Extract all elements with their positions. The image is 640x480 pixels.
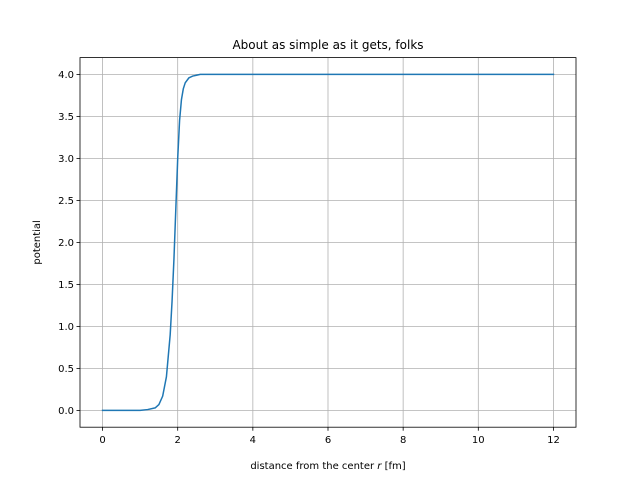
x-axis-ticks: 0 2 4 6 8 10 12 (99, 427, 560, 446)
y-tick-label: 1.0 (58, 322, 74, 333)
x-axis-label: distance from the center r [fm] (250, 461, 405, 472)
x-tick-label: 2 (175, 435, 181, 446)
chart-title: About as simple as it gets, folks (232, 38, 423, 52)
y-tick-label: 2.5 (58, 196, 74, 207)
x-axis-label-suffix: [fm] (381, 461, 405, 472)
x-tick-label: 6 (325, 435, 331, 446)
x-tick-label: 10 (472, 435, 485, 446)
y-axis-label: potential (32, 220, 43, 264)
y-tick-label: 4.0 (58, 70, 74, 81)
series-layer (101, 73, 555, 412)
x-tick-label: 8 (400, 435, 406, 446)
x-tick-label: 0 (99, 435, 105, 446)
y-tick-label: 0.0 (58, 406, 74, 417)
y-tick-label: 1.5 (58, 280, 74, 291)
y-tick-label: 3.0 (58, 154, 74, 165)
grid (80, 57, 576, 428)
y-tick-label: 0.5 (58, 364, 74, 375)
y-tick-label: 2.0 (58, 238, 74, 249)
x-axis-label-variable: r (377, 461, 382, 472)
x-axis-label-prefix: distance from the center (250, 461, 377, 472)
y-tick-label: 3.5 (58, 112, 74, 123)
x-tick-label: 12 (547, 435, 560, 446)
series-line-0 (101, 73, 555, 412)
x-tick-label: 4 (250, 435, 256, 446)
y-axis-ticks: 0.0 0.5 1.0 1.5 2.0 2.5 3.0 3.5 4.0 (58, 70, 80, 417)
